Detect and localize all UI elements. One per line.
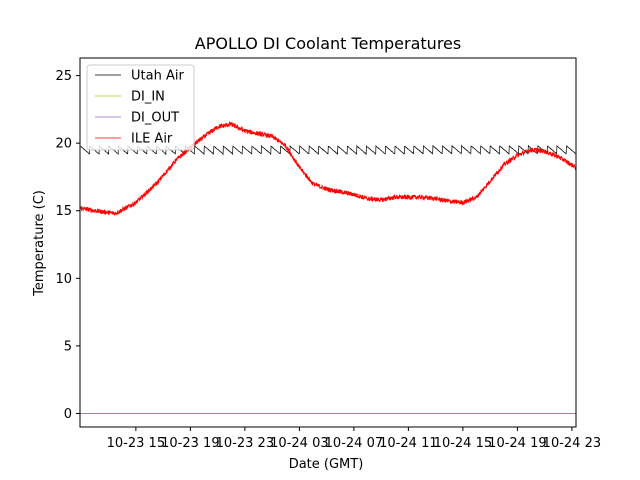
y-tick-label: 10 [55,272,72,287]
x-tick-label: 10-23 19 [161,436,219,451]
series-line-ile-air [79,120,577,216]
x-axis-title: Date (GMT) [289,457,364,472]
chart-title: APOLLO DI Coolant Temperatures [195,34,461,53]
series-line-utah-air [79,144,576,156]
legend-label: DI_IN [131,90,165,105]
x-tick-label: 10-24 15 [434,436,492,451]
x-tick-label: 10-23 23 [216,436,274,451]
plot-frame [79,57,577,428]
legend-label: DI_OUT [131,111,179,126]
y-tick-label: 5 [64,339,72,354]
x-tick-label: 10-24 19 [488,436,546,451]
y-axis-title: Temperature (C) [32,190,47,297]
y-tick-label: 20 [55,137,72,152]
x-tick-label: 10-24 03 [270,436,328,451]
legend-label: ILE Air [131,132,173,147]
legend: Utah Air DI_IN DI_OUT ILE Air [86,64,195,151]
y-tick-label: 0 [64,407,72,422]
y-tick-label: 25 [55,69,72,84]
x-tick-label: 10-24 23 [543,436,601,451]
y-tick-label: 15 [55,204,72,219]
x-tick-label: 10-23 15 [107,436,165,451]
x-tick-label: 10-24 11 [379,436,437,451]
y-axis: 0 5 10 15 20 25 [55,69,80,422]
legend-box [86,64,195,151]
x-tick-label: 10-24 07 [325,436,383,451]
series-layer [79,120,577,414]
legend-label: Utah Air [131,69,184,84]
